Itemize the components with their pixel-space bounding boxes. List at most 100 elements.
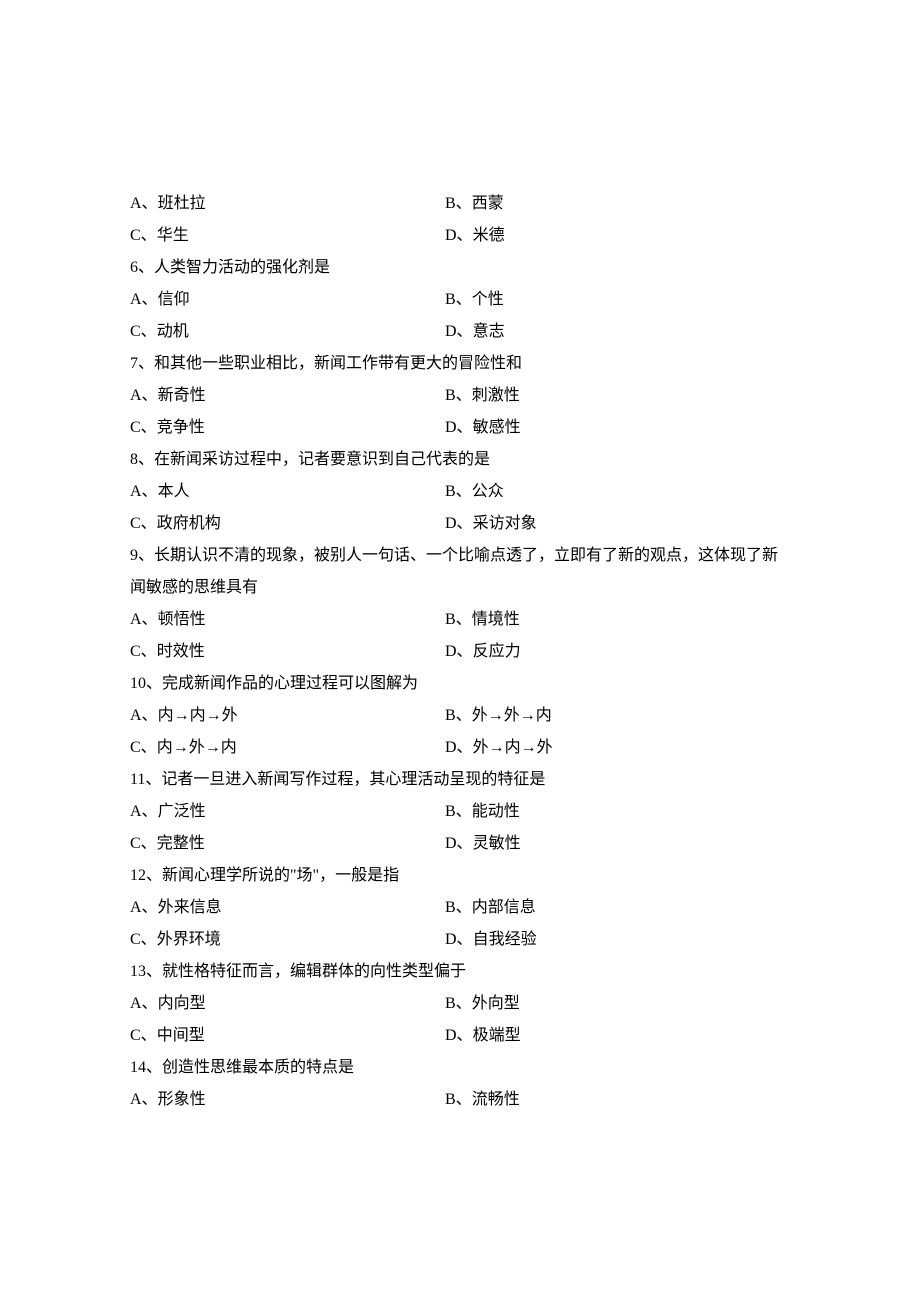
option: A、新奇性 bbox=[130, 380, 445, 412]
option: B、外向型 bbox=[445, 988, 790, 1020]
option-text: 外→外→内 bbox=[472, 707, 552, 724]
option: B、外→外→内 bbox=[445, 700, 790, 732]
option: D、灵敏性 bbox=[445, 828, 790, 860]
option-text: 公众 bbox=[472, 483, 504, 500]
option-label: C、 bbox=[130, 643, 157, 660]
options-row: A、内→内→外 B、外→外→内 bbox=[130, 700, 790, 732]
option-label: A、 bbox=[130, 1091, 158, 1108]
options-row: C、外界环境D、自我经验 bbox=[130, 924, 790, 956]
option-label: B、 bbox=[445, 483, 472, 500]
option-label: B、 bbox=[445, 707, 472, 724]
option-label: A、 bbox=[130, 291, 158, 308]
option-text: 本人 bbox=[158, 483, 190, 500]
option-text: 刺激性 bbox=[472, 387, 520, 404]
options-row: C、完整性D、灵敏性 bbox=[130, 828, 790, 860]
option: A、信仰 bbox=[130, 284, 445, 316]
option-label: C、 bbox=[130, 739, 157, 756]
option-label: C、 bbox=[130, 515, 157, 532]
option: C、中间型 bbox=[130, 1020, 445, 1052]
options-row: A、形象性B、流畅性 bbox=[130, 1084, 790, 1116]
options-row: A、班杜拉B、西蒙 bbox=[130, 188, 790, 220]
option-label: B、 bbox=[445, 803, 472, 820]
option-text: 竞争性 bbox=[157, 419, 205, 436]
option-text: 外界环境 bbox=[157, 931, 221, 948]
options-row: C、时效性D、反应力 bbox=[130, 636, 790, 668]
question-number: 7、 bbox=[130, 355, 154, 372]
option-text: 个性 bbox=[472, 291, 504, 308]
question-text: 在新闻采访过程中，记者要意识到自己代表的是 bbox=[154, 451, 490, 468]
question-number: 6、 bbox=[130, 259, 154, 276]
option-label: D、 bbox=[445, 515, 473, 532]
option: A、本人 bbox=[130, 476, 445, 508]
question-number: 13、 bbox=[130, 963, 162, 980]
option-label: D、 bbox=[445, 835, 473, 852]
question-text: 记者一旦进入新闻写作过程，其心理活动呈现的特征是 bbox=[161, 771, 545, 788]
question-stem: 13、就性格特征而言，编辑群体的向性类型偏于 bbox=[130, 956, 790, 988]
option-label: A、 bbox=[130, 387, 158, 404]
option-text: 米德 bbox=[473, 227, 505, 244]
option-label: A、 bbox=[130, 483, 158, 500]
option: C、完整性 bbox=[130, 828, 445, 860]
question-number: 9、 bbox=[130, 547, 154, 564]
question-number: 14、 bbox=[130, 1059, 162, 1076]
option-text: 新奇性 bbox=[158, 387, 206, 404]
option-label: C、 bbox=[130, 419, 157, 436]
option-text: 中间型 bbox=[157, 1027, 205, 1044]
option-label: C、 bbox=[130, 931, 157, 948]
question-text: 新闻心理学所说的"场"，一般是指 bbox=[162, 867, 399, 884]
option-text: 形象性 bbox=[158, 1091, 206, 1108]
option-text: 极端型 bbox=[473, 1027, 521, 1044]
question-stem: 14、创造性思维最本质的特点是 bbox=[130, 1052, 790, 1084]
option-label: D、 bbox=[445, 419, 473, 436]
option: A、形象性 bbox=[130, 1084, 445, 1116]
option-text: 采访对象 bbox=[473, 515, 537, 532]
option-text: 内→内→外 bbox=[158, 707, 238, 724]
option-label: A、 bbox=[130, 707, 158, 724]
option-label: A、 bbox=[130, 611, 158, 628]
option-label: B、 bbox=[445, 195, 472, 212]
option-text: 外向型 bbox=[472, 995, 520, 1012]
option-text: 顿悟性 bbox=[158, 611, 206, 628]
option-label: D、 bbox=[445, 739, 473, 756]
option: C、时效性 bbox=[130, 636, 445, 668]
option-label: A、 bbox=[130, 995, 158, 1012]
option-label: C、 bbox=[130, 835, 157, 852]
option-text: 外→内→外 bbox=[473, 739, 553, 756]
option-text: 信仰 bbox=[158, 291, 190, 308]
option: D、意志 bbox=[445, 316, 790, 348]
option-text: 流畅性 bbox=[472, 1091, 520, 1108]
option-label: B、 bbox=[445, 387, 472, 404]
question-text: 长期认识不清的现象，被别人一句话、一个比喻点透了，立即有了新的观点，这体现了新闻… bbox=[130, 547, 778, 596]
option: C、竞争性 bbox=[130, 412, 445, 444]
question-stem: 10、完成新闻作品的心理过程可以图解为 bbox=[130, 668, 790, 700]
option-text: 情境性 bbox=[472, 611, 520, 628]
option: C、内→外→内 bbox=[130, 732, 445, 764]
option-label: C、 bbox=[130, 227, 157, 244]
option-label: D、 bbox=[445, 643, 473, 660]
question-text: 就性格特征而言，编辑群体的向性类型偏于 bbox=[162, 963, 466, 980]
options-row: A、广泛性B、能动性 bbox=[130, 796, 790, 828]
options-row: A、外来信息B、内部信息 bbox=[130, 892, 790, 924]
question-text: 完成新闻作品的心理过程可以图解为 bbox=[162, 675, 418, 692]
option-text: 反应力 bbox=[473, 643, 521, 660]
options-row: A、顿悟性B、情境性 bbox=[130, 604, 790, 636]
option-text: 内向型 bbox=[158, 995, 206, 1012]
exam-page: A、班杜拉B、西蒙C、华生D、米德6、人类智力活动的强化剂是A、信仰B、个性C、… bbox=[0, 0, 920, 1302]
option-label: D、 bbox=[445, 1027, 473, 1044]
option: C、外界环境 bbox=[130, 924, 445, 956]
option-text: 外来信息 bbox=[158, 899, 222, 916]
options-row: A、内向型 B、外向型 bbox=[130, 988, 790, 1020]
options-row: A、新奇性B、刺激性 bbox=[130, 380, 790, 412]
options-row: C、动机D、意志 bbox=[130, 316, 790, 348]
question-number: 8、 bbox=[130, 451, 154, 468]
option-text: 班杜拉 bbox=[158, 195, 206, 212]
question-number: 12、 bbox=[130, 867, 162, 884]
option: D、外→内→外 bbox=[445, 732, 790, 764]
option: D、极端型 bbox=[445, 1020, 790, 1052]
option-label: D、 bbox=[445, 931, 473, 948]
option-text: 能动性 bbox=[472, 803, 520, 820]
question-text: 创造性思维最本质的特点是 bbox=[162, 1059, 354, 1076]
options-row: C、华生D、米德 bbox=[130, 220, 790, 252]
question-stem: 8、在新闻采访过程中，记者要意识到自己代表的是 bbox=[130, 444, 790, 476]
option: A、班杜拉 bbox=[130, 188, 445, 220]
